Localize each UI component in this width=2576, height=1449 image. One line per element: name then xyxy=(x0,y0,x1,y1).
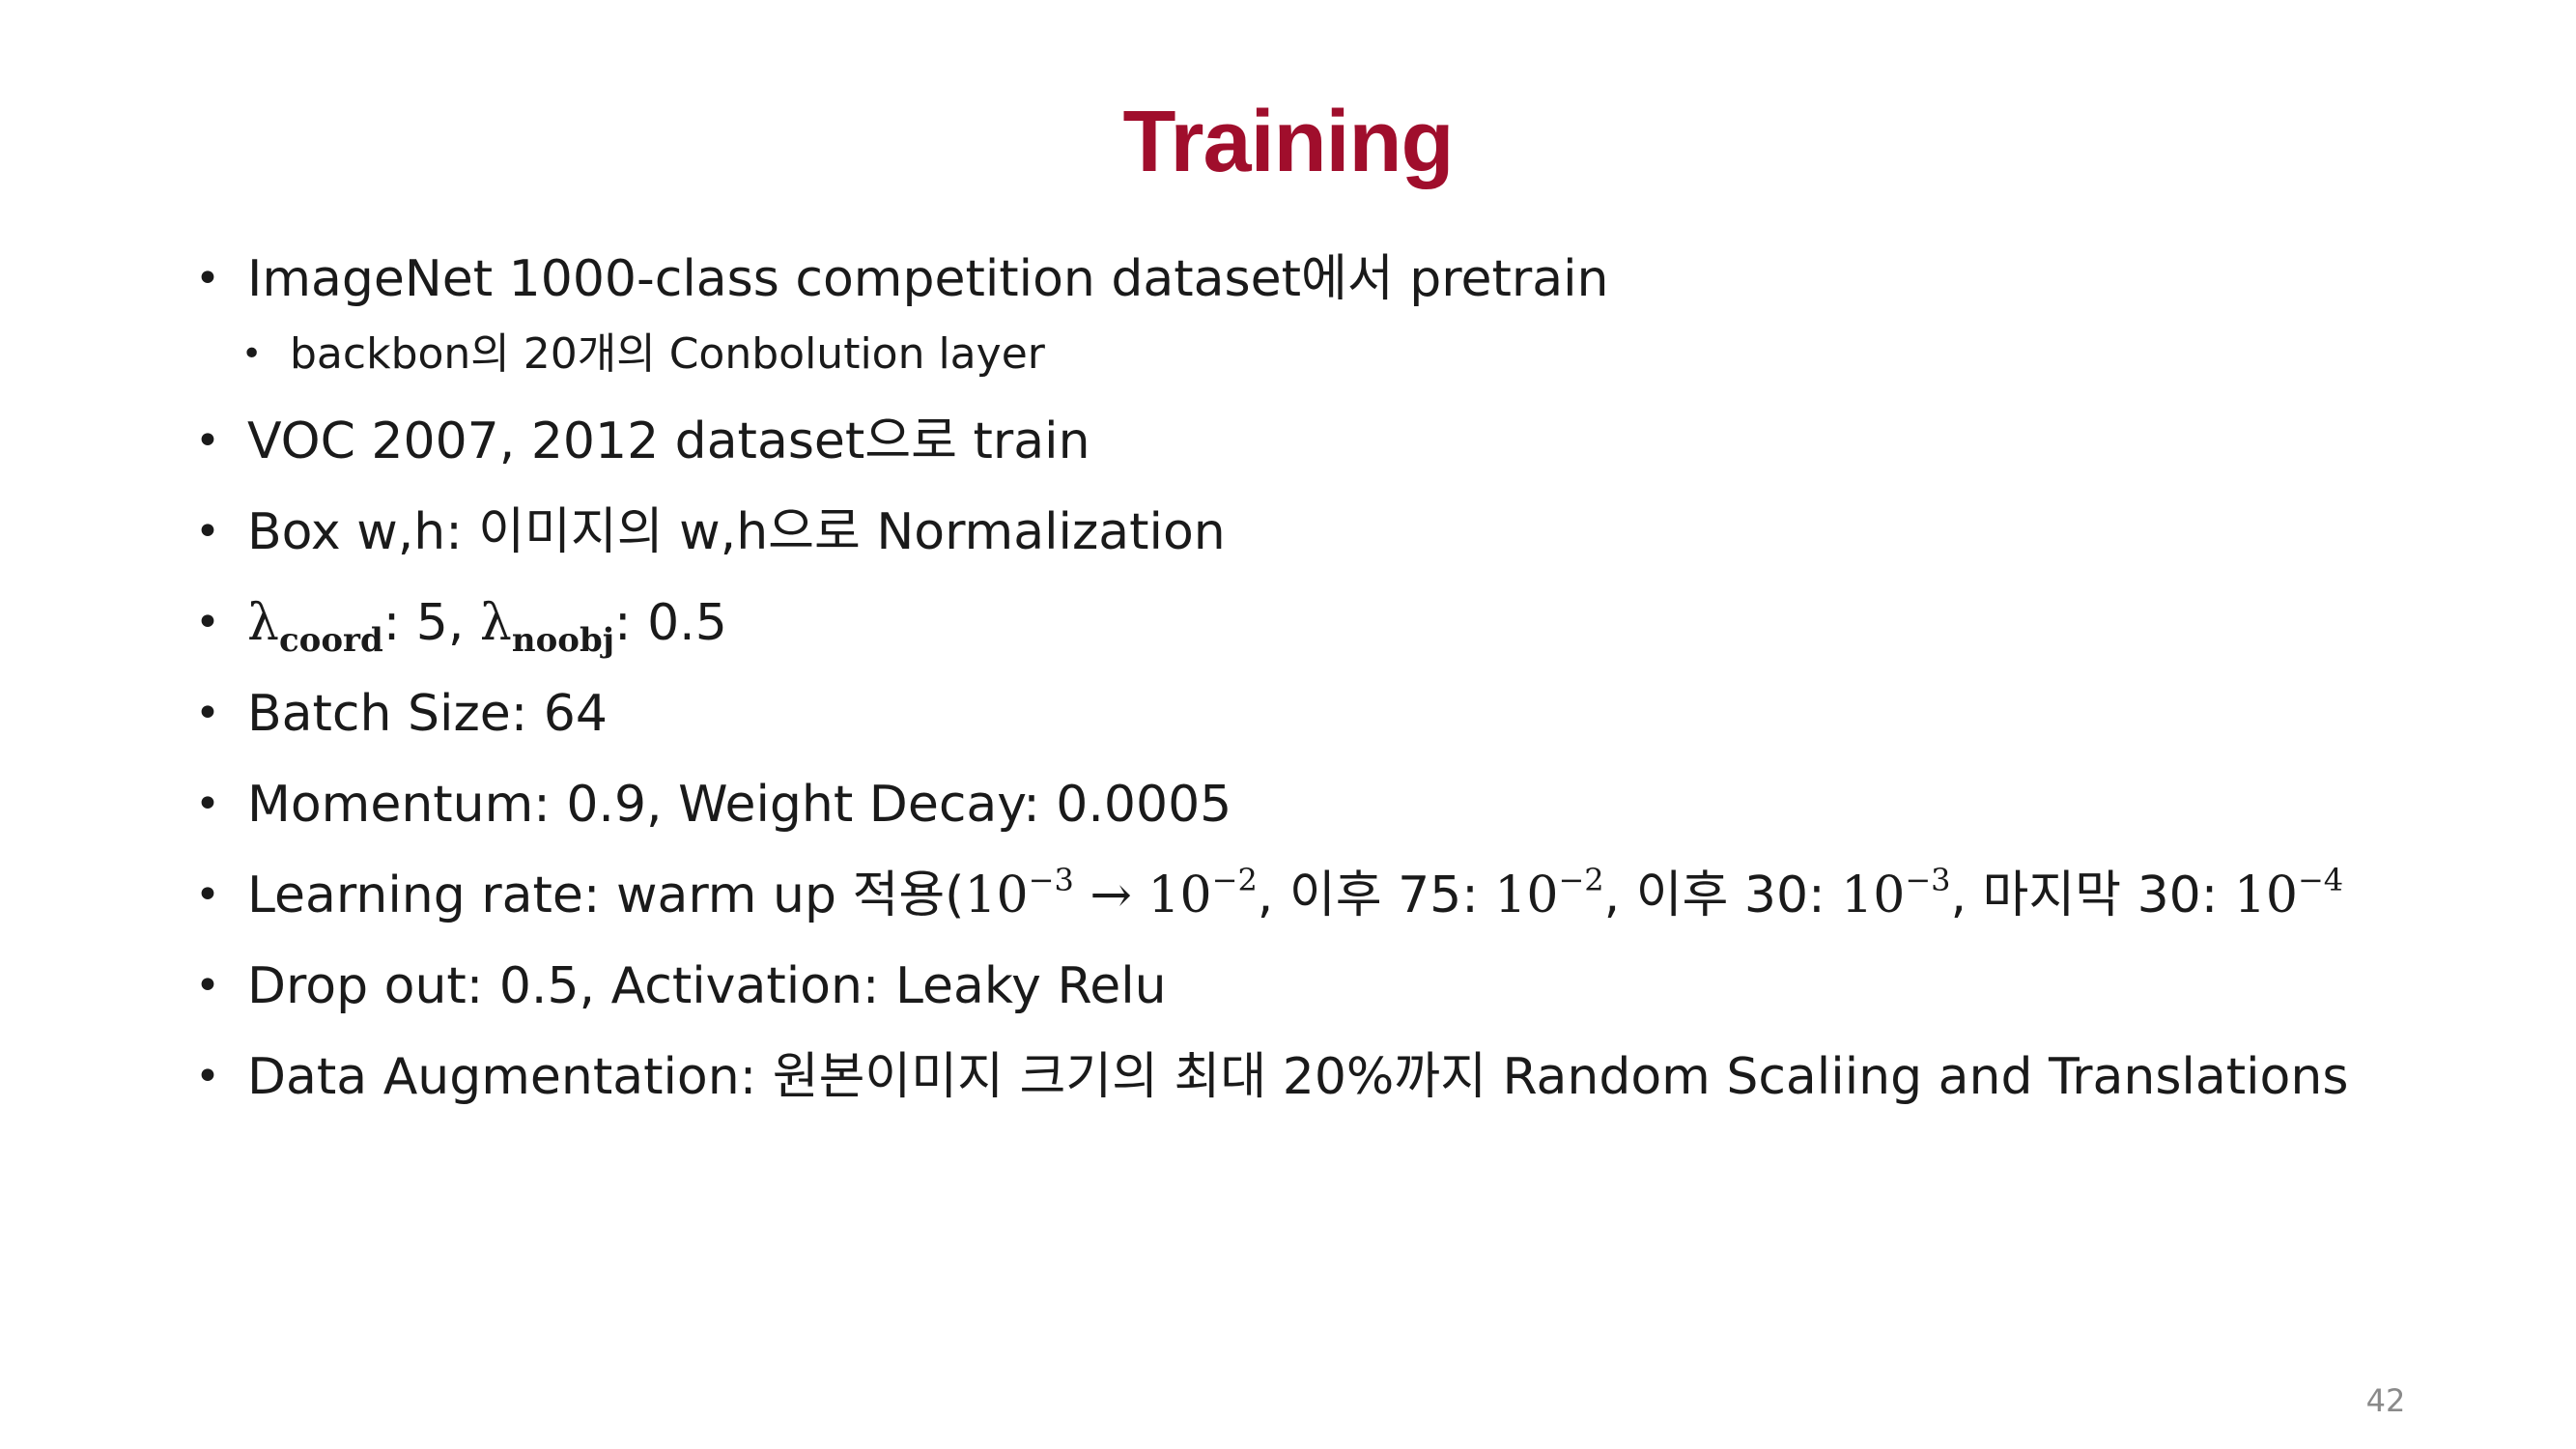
page-number: 42 xyxy=(2365,1382,2406,1419)
bullet-icon: • xyxy=(195,1052,220,1101)
lambda-symbol: λ xyxy=(247,594,279,652)
sub-list-item: • backbon의 20개의 Conbolution layer xyxy=(193,327,2357,382)
lr-exponent: −3 xyxy=(1905,862,1951,898)
lambda-noobj-value: : 0.5 xyxy=(614,594,727,652)
sub-item-text: backbon의 20개의 Conbolution layer xyxy=(290,329,1045,379)
item-text: Data Augmentation: 원본이미지 크기의 최대 20%까지 Ra… xyxy=(247,1048,2349,1106)
lr-exponent: −2 xyxy=(1211,862,1258,898)
bullet-icon: • xyxy=(195,870,220,920)
lambda-noobj-subscript: noobj xyxy=(511,621,615,660)
lr-base: 10 xyxy=(2233,867,2298,924)
lr-text: , 이후 75: xyxy=(1257,867,1495,924)
item-text: ImageNet 1000-class competition dataset에… xyxy=(247,250,1609,308)
list-item: • Box w,h: 이미지의 w,h으로 Normalization xyxy=(193,499,2357,565)
lr-base: 10 xyxy=(1841,867,1906,924)
bullet-icon: • xyxy=(195,598,220,647)
item-text: Batch Size: 64 xyxy=(247,685,608,743)
item-text: VOC 2007, 2012 dataset으로 train xyxy=(247,412,1090,470)
item-text: Drop out: 0.5, Activation: Leaky Relu xyxy=(247,957,1167,1015)
list-item: • ImageNet 1000-class competition datase… xyxy=(193,246,2357,312)
lambda-item: • λcoord: 5, λnoobj: 0.5 xyxy=(193,590,2357,657)
bullet-icon: • xyxy=(241,334,263,374)
lr-text: , 마지막 30: xyxy=(1950,867,2234,924)
slide-title: Training xyxy=(1122,94,1454,190)
lambda-coord-subscript: coord xyxy=(278,621,383,660)
lr-prefix: Learning rate: warm up 적용( xyxy=(247,867,965,924)
lambda-coord-value: : 5, xyxy=(382,594,480,652)
list-item: • Data Augmentation: 원본이미지 크기의 최대 20%까지 … xyxy=(193,1044,2357,1110)
lr-exponent: −4 xyxy=(2297,862,2344,898)
lr-exponent: −2 xyxy=(1558,862,1604,898)
lr-base: 10 xyxy=(1494,867,1559,924)
arrow-icon: → xyxy=(1073,867,1148,924)
learning-rate-item: • Learning rate: warm up 적용(10−3 → 10−2,… xyxy=(193,863,2357,928)
lr-exponent: −3 xyxy=(1028,862,1074,898)
list-item: • Batch Size: 64 xyxy=(193,681,2357,747)
list-item: • Momentum: 0.9, Weight Decay: 0.0005 xyxy=(193,772,2357,838)
bullet-icon: • xyxy=(195,416,220,466)
item-text: Momentum: 0.9, Weight Decay: 0.0005 xyxy=(247,776,1232,834)
list-item: • VOC 2007, 2012 dataset으로 train xyxy=(193,409,2357,474)
bullet-icon: • xyxy=(195,689,220,738)
bullet-icon: • xyxy=(195,507,220,556)
item-text: Box w,h: 이미지의 w,h으로 Normalization xyxy=(247,503,1226,561)
bullet-list: • ImageNet 1000-class competition datase… xyxy=(193,246,2357,1135)
bullet-icon: • xyxy=(195,780,220,829)
list-item: • Drop out: 0.5, Activation: Leaky Relu xyxy=(193,953,2357,1019)
lr-text: , 이후 30: xyxy=(1603,867,1842,924)
lr-base: 10 xyxy=(964,867,1029,924)
bullet-icon: • xyxy=(195,961,220,1010)
lambda-symbol: λ xyxy=(479,594,512,652)
lr-base: 10 xyxy=(1147,867,1212,924)
bullet-icon: • xyxy=(195,254,220,303)
